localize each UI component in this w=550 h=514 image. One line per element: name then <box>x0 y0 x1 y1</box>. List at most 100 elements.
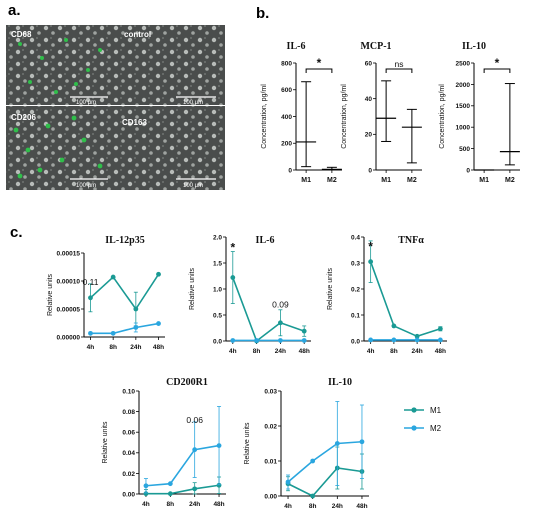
x-tick-label: 4h <box>87 344 95 351</box>
annotation: * <box>368 239 373 253</box>
chart-title: CD200R1 <box>166 377 208 388</box>
x-tick-label: 4h <box>142 501 150 508</box>
legend-m2-label: M2 <box>430 424 442 433</box>
y-tick-label: 0.01 <box>264 458 277 465</box>
y-axis-label: Relative units <box>327 267 334 310</box>
x-tick-label: 8h <box>390 348 398 355</box>
y-tick-label: 0.1 <box>351 312 360 319</box>
data-point-m1 <box>368 259 374 265</box>
x-tick-label: 8h <box>109 344 117 351</box>
data-point-m1 <box>167 491 173 497</box>
chart-c-il6: IL-6 0.0 0.5 1.0 1.5 2.0 4h 8h 24h 48h Relative un… <box>189 234 311 355</box>
y-tick-label: 1500 <box>456 103 471 110</box>
y-tick-label: 0 <box>368 167 372 174</box>
annotation: 0.06 <box>186 415 203 425</box>
significance-bracket <box>483 68 511 73</box>
series-line-m1 <box>232 277 305 343</box>
y-tick-label: 200 <box>281 141 292 148</box>
data-point-m2 <box>414 337 420 343</box>
data-point-m2 <box>167 481 173 487</box>
legend-m1-marker <box>411 407 417 413</box>
series-line-m2 <box>287 440 363 483</box>
data-point-m2 <box>133 325 139 330</box>
y-tick-label: 0.3 <box>351 260 360 267</box>
significance-label: * <box>495 56 500 70</box>
data-point-m1 <box>437 326 443 332</box>
y-tick-label: 0.10 <box>122 388 135 395</box>
y-tick-label: 800 <box>281 60 292 67</box>
series-line-m1 <box>287 467 363 497</box>
data-point-m2 <box>88 330 93 336</box>
annotation: * <box>230 240 235 254</box>
data-point-m2 <box>156 321 161 326</box>
y-tick-label: 400 <box>281 114 292 121</box>
significance-label: * <box>317 56 322 70</box>
scale-bar-label: 100 μm <box>183 183 203 189</box>
y-tick-label: 2000 <box>456 82 471 89</box>
data-point-m1 <box>230 275 236 280</box>
data-point-m2 <box>391 337 397 343</box>
data-point-m2 <box>192 447 198 453</box>
micrograph-label: CD163 <box>122 118 147 127</box>
data-point-m2 <box>359 439 365 445</box>
data-point-m1 <box>310 493 316 499</box>
micrograph-cd68: CD68 100 μm <box>6 25 115 106</box>
y-tick-label: 60 <box>365 60 373 67</box>
series-line-m1 <box>369 261 441 338</box>
x-tick-label: M1 <box>381 177 391 184</box>
y-tick-label: 0.03 <box>264 388 277 395</box>
data-point-m1 <box>391 323 397 329</box>
y-tick-label: 0.5 <box>213 312 222 319</box>
series-line-m2 <box>145 444 220 487</box>
x-tick-label: 48h <box>299 348 310 355</box>
y-tick-label: 40 <box>365 96 373 103</box>
data-point-m1 <box>133 306 139 312</box>
chart-c-tnfa: TNFα 0.0 0.1 0.2 0.3 0.4 4h 8h 24h 48h Relative un… <box>327 234 447 355</box>
data-point-m1 <box>143 491 149 497</box>
data-point-m1 <box>110 274 116 280</box>
y-axis-label: Relative units <box>244 422 251 465</box>
panel-letter-b: b. <box>256 5 269 22</box>
annotation: 0.11 <box>83 277 99 287</box>
y-tick-label: 0.08 <box>122 409 135 416</box>
chart-c-cd200r1: CD200R1 0.00 0.02 0.04 0.06 0.08 0.10 4h 8h 24h 48… <box>102 377 226 508</box>
y-axis-label: Relative units <box>189 267 196 310</box>
y-tick-label: 1.0 <box>213 286 222 293</box>
data-point-m1 <box>414 333 420 339</box>
y-tick-label: 0 <box>288 167 292 174</box>
chart-title: IL-10 <box>462 41 486 52</box>
data-point-m2 <box>285 479 291 485</box>
data-point-m2 <box>437 337 443 343</box>
x-tick-label: 8h <box>253 348 261 355</box>
chart-title: IL-6 <box>256 235 275 246</box>
chart-title: IL-12p35 <box>105 235 144 246</box>
chart-title: MCP-1 <box>360 41 391 52</box>
x-tick-label: 24h <box>130 344 141 351</box>
micrograph-control: control 100 μm <box>115 25 225 106</box>
y-tick-label: 0.00015 <box>57 250 81 257</box>
panel-letter-c: c. <box>10 224 23 241</box>
y-tick-label: 500 <box>459 146 470 153</box>
data-point-m2 <box>254 338 259 343</box>
scale-bar-label: 100 μm <box>183 100 203 106</box>
significance-bracket <box>385 68 413 73</box>
x-tick-label: 4h <box>284 503 292 510</box>
x-tick-label: M2 <box>407 177 417 184</box>
x-tick-label: 24h <box>189 501 200 508</box>
y-tick-label: 0.4 <box>351 234 360 241</box>
y-axis-label: Relative units <box>47 273 54 316</box>
y-axis-label: Concentration, pg/ml <box>439 84 446 149</box>
micrograph-label: CD206 <box>11 113 36 122</box>
y-tick-label: 0.00005 <box>57 306 81 313</box>
y-tick-label: 0.00000 <box>57 334 81 341</box>
y-tick-label: 1.5 <box>213 260 222 267</box>
y-tick-label: 0.02 <box>122 471 135 478</box>
x-tick-label: M2 <box>505 177 515 184</box>
data-point-m2 <box>301 338 307 343</box>
y-tick-label: 2.0 <box>213 234 222 241</box>
y-tick-label: 2500 <box>456 60 471 67</box>
y-axis-label: Concentration, pg/ml <box>261 84 268 149</box>
y-tick-label: 20 <box>365 132 373 139</box>
chart-c-il10: IL-10 0.00 0.01 0.02 0.03 4h 8h 24h 48h Relative … <box>244 377 369 510</box>
